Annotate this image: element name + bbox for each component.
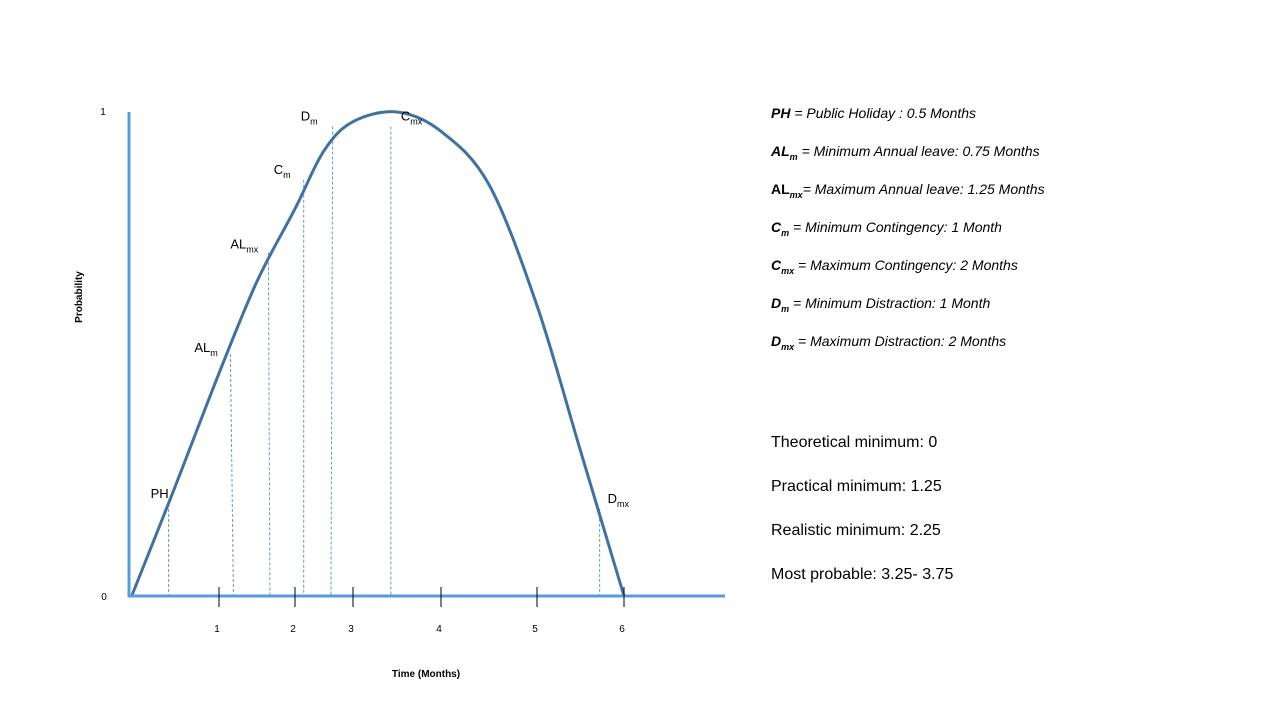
legend-description: = Minimum Annual leave: 0.75 Months [797,143,1040,159]
marker-label-cm: Cm [274,162,291,180]
summary-stats: Theoretical minimum: 0 Practical minimum:… [771,432,953,608]
summary-stat: Realistic minimum: 2.25 [771,522,941,539]
marker-label-almx: ALmx [230,236,258,254]
legend-symbol-subscript: m [781,228,790,238]
marker-label-cmx: Cmx [401,109,423,127]
probability-chart: 1 2 3 4 5 6 PH ALm ALmx Cm Dm Cmx Dmx 0 1 Time (Mon… [74,107,725,680]
x-tick-label-4: 4 [436,624,442,635]
x-tick-label-5: 5 [532,624,538,635]
marker-labels: PH ALm ALmx Cm Dm Cmx Dmx [151,109,630,509]
x-tick-label-6: 6 [619,624,625,635]
legend-symbol: C [771,257,782,273]
legend-symbol-subscript: mx [781,266,795,276]
legend-description: = Maximum Contingency: 2 Months [794,257,1018,273]
legend-description: = Maximum Annual leave: 1.25 Months [802,181,1045,197]
summary-stat: Practical minimum: 1.25 [771,478,942,495]
y-tick-label-1: 1 [100,107,106,118]
summary-stat: Most probable: 3.25- 3.75 [771,566,954,583]
legend-symbol: AL [771,143,790,159]
x-axis-label: Time (Months) [392,669,460,680]
legend-symbol: C [771,219,782,235]
legend-description: = Public Holiday : 0.5 Months [790,105,977,121]
marker-label-alm: ALm [194,340,217,358]
legend-item: PH = Public Holiday : 0.5 Months [771,104,1045,142]
legend-symbol: D [771,295,782,311]
legend-symbol-subscript: mx [781,342,795,352]
probability-curve [130,110,626,597]
x-tick-label-1: 1 [214,624,220,635]
x-ticks: 1 2 3 4 5 6 [214,587,625,635]
marker-label-dmx: Dmx [608,491,630,509]
legend-symbol-subscript: m [789,152,798,162]
legend-item: ALm = Minimum Annual leave: 0.75 Months [771,142,1045,180]
legend-symbol: AL [771,181,790,197]
legend: PH = Public Holiday : 0.5 Months ALm = Mi… [771,104,1045,370]
legend-description: = Maximum Distraction: 2 Months [794,333,1007,349]
legend-item: Cmx = Maximum Contingency: 2 Months [771,256,1045,294]
guide-line-dm [330,126,334,596]
legend-symbol-subscript: mx [789,190,803,200]
legend-description: = Minimum Contingency: 1 Month [789,219,1002,235]
legend-symbol: D [771,333,782,349]
guide-line-almx [267,252,271,596]
summary-stat: Theoretical minimum: 0 [771,434,938,451]
y-axis-label: Probability [74,271,85,323]
legend-symbol-subscript: m [781,304,790,314]
legend-item: Dm = Minimum Distraction: 1 Month [771,294,1045,332]
legend-item: ALmx= Maximum Annual leave: 1.25 Months [771,180,1045,218]
marker-label-dm: Dm [301,109,318,127]
x-tick-label-2: 2 [290,624,296,635]
guide-lines [168,126,601,596]
marker-label-ph: PH [151,486,169,501]
guide-line-alm [229,353,234,596]
legend-item: Cm = Minimum Contingency: 1 Month [771,218,1045,256]
x-tick-label-3: 3 [348,624,354,635]
legend-description: = Minimum Distraction: 1 Month [789,295,991,311]
legend-symbol: PH [771,105,791,121]
legend-item: Dmx = Maximum Distraction: 2 Months [771,332,1045,370]
y-tick-label-0: 0 [101,592,107,603]
